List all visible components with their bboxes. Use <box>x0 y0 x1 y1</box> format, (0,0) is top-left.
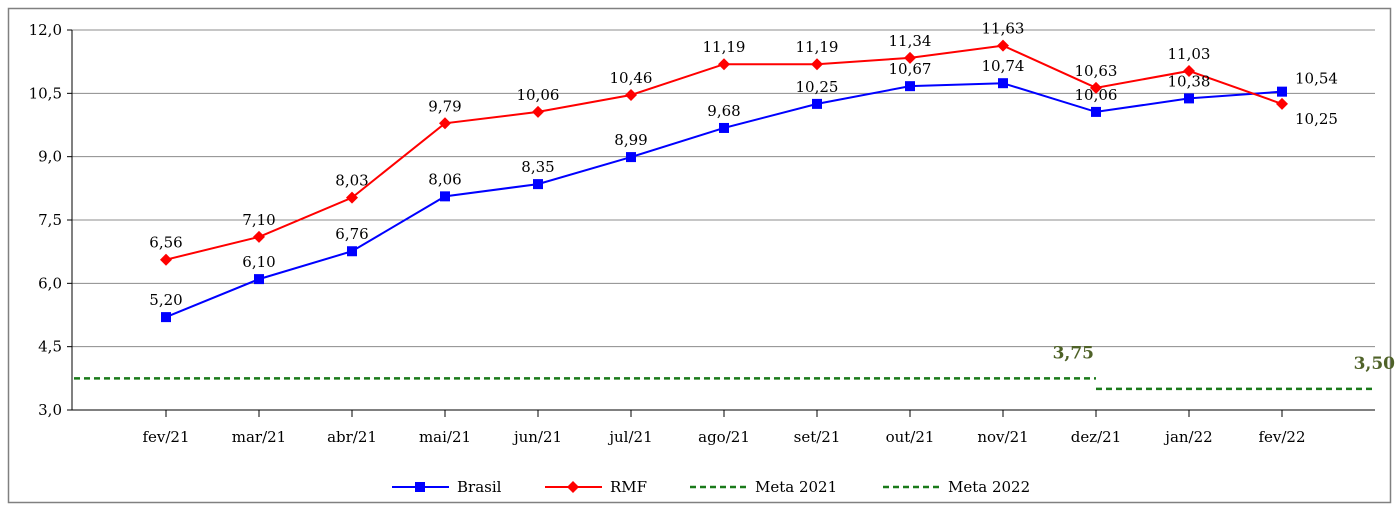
rmf-marker <box>1183 64 1195 77</box>
y-tick-label: 10,5 <box>29 84 62 102</box>
brasil-marker <box>533 179 543 190</box>
x-tick-label: jun/21 <box>512 428 562 446</box>
brasil-data-label: 10,38 <box>1168 72 1211 90</box>
brasil-marker <box>1184 93 1194 104</box>
brasil-data-label: 10,06 <box>1075 86 1118 104</box>
brasil-marker <box>626 152 636 163</box>
brasil-data-label: 6,76 <box>335 225 368 243</box>
rmf-data-label: 6,56 <box>149 234 182 252</box>
x-tick-label: ago/21 <box>698 428 750 446</box>
rmf-marker <box>439 117 451 130</box>
x-tick-label: fev/21 <box>142 428 189 446</box>
x-tick-label: jan/22 <box>1163 428 1212 446</box>
rmf-data-label: 11,03 <box>1168 45 1211 63</box>
x-tick-label: mar/21 <box>232 428 286 446</box>
brasil-data-label: 8,35 <box>521 158 554 176</box>
meta-2021-legend-label: Meta 2021 <box>755 478 837 496</box>
rmf-marker <box>346 191 358 204</box>
rmf-marker <box>532 105 544 118</box>
rmf-marker <box>1090 81 1102 94</box>
brasil-data-label: 8,99 <box>614 131 647 149</box>
rmf-marker <box>625 89 637 102</box>
y-tick-label: 12,0 <box>29 21 62 39</box>
rmf-marker <box>811 58 823 71</box>
brasil-marker <box>1091 106 1101 117</box>
rmf-data-label: 7,10 <box>242 211 275 229</box>
brasil-legend-marker <box>415 482 425 492</box>
rmf-marker <box>253 230 265 243</box>
x-tick-label: out/21 <box>886 428 935 446</box>
meta-2022-label: 3,50 <box>1354 354 1396 374</box>
brasil-marker <box>161 312 171 323</box>
x-tick-label: set/21 <box>794 428 841 446</box>
rmf-data-label: 11,63 <box>982 20 1025 38</box>
brasil-data-label: 10,25 <box>796 78 839 96</box>
y-tick-label: 7,5 <box>38 211 62 229</box>
y-tick-label: 4,5 <box>38 338 62 356</box>
chart-border <box>7 7 1392 504</box>
rmf-data-label: 9,79 <box>428 97 461 115</box>
rmf-data-label: 11,19 <box>796 38 839 56</box>
brasil-legend-label: Brasil <box>457 478 502 496</box>
rmf-marker <box>904 51 916 64</box>
meta-2022-legend-label: Meta 2022 <box>948 478 1030 496</box>
rmf-legend-label: RMF <box>610 478 647 496</box>
brasil-marker <box>719 122 729 133</box>
brasil-data-label: 9,68 <box>707 102 740 120</box>
x-tick-label: abr/21 <box>327 428 377 446</box>
rmf-marker <box>997 39 1009 52</box>
x-tick-label: mai/21 <box>419 428 471 446</box>
y-tick-label: 6,0 <box>38 274 62 292</box>
rmf-marker <box>718 58 730 71</box>
y-tick-label: 3,0 <box>38 401 62 419</box>
brasil-marker <box>1277 86 1287 97</box>
rmf-data-label: 10,25 <box>1295 110 1338 128</box>
rmf-marker <box>160 253 172 266</box>
x-tick-label: nov/21 <box>977 428 1028 446</box>
meta-2021-label: 3,75 <box>1053 343 1094 363</box>
brasil-data-label: 10,67 <box>889 60 932 78</box>
brasil-marker <box>440 191 450 202</box>
brasil-data-label: 8,06 <box>428 170 461 188</box>
brasil-marker <box>998 78 1008 89</box>
x-tick-label: dez/21 <box>1071 428 1122 446</box>
brasil-data-label: 6,10 <box>242 253 275 271</box>
brasil-data-label: 5,20 <box>149 291 182 309</box>
rmf-data-label: 11,34 <box>889 32 932 50</box>
brasil-data-label: 10,54 <box>1295 70 1338 88</box>
y-tick-label: 9,0 <box>38 148 62 166</box>
brasil-marker <box>905 81 915 92</box>
brasil-data-label: 10,74 <box>982 57 1025 75</box>
brasil-marker <box>254 274 264 285</box>
rmf-legend-marker <box>567 481 579 493</box>
rmf-data-label: 11,19 <box>703 38 746 56</box>
x-tick-label: fev/22 <box>1258 428 1305 446</box>
rmf-data-label: 10,06 <box>517 86 560 104</box>
rmf-data-label: 8,03 <box>335 172 368 190</box>
x-tick-label: jul/21 <box>607 428 652 446</box>
rmf-data-label: 10,46 <box>610 69 653 87</box>
brasil-marker <box>347 246 357 257</box>
brasil-marker <box>812 98 822 109</box>
rmf-data-label: 10,63 <box>1075 62 1118 80</box>
rmf-marker <box>1276 97 1288 110</box>
